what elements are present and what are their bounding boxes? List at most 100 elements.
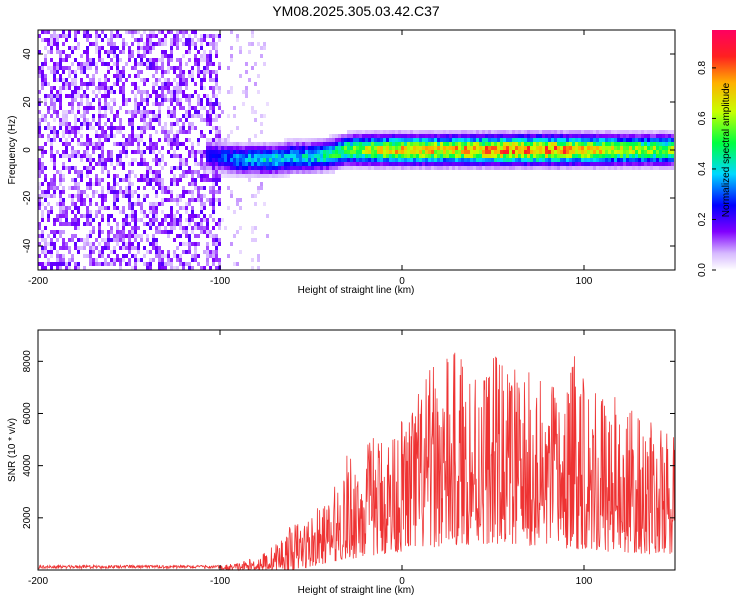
spectrogram-cell (206, 174, 209, 178)
spectrogram-cell (53, 78, 56, 82)
spectrogram-cell (263, 142, 266, 146)
spectrogram-cell (194, 258, 197, 262)
spectrogram-cell (143, 54, 146, 58)
spectrogram-cell (218, 178, 221, 182)
spectrogram-cell (74, 234, 77, 238)
spectrogram-cell (101, 246, 104, 250)
spectrogram-cell (116, 190, 119, 194)
spectrogram-cell (521, 154, 524, 158)
spectrogram-cell (191, 194, 194, 198)
spectrogram-cell (83, 106, 86, 110)
spectrogram-cell (119, 158, 122, 162)
spectrogram-cell (98, 54, 101, 58)
spectrogram-cell (200, 218, 203, 222)
spectrogram-cell (221, 170, 224, 174)
spectrogram-cell (614, 142, 617, 146)
spectrogram-cell (176, 90, 179, 94)
spectrogram-cell (431, 146, 434, 150)
spectrogram-cell (134, 66, 137, 70)
spectrogram-cell (158, 202, 161, 206)
spectrogram-cell (128, 162, 131, 166)
spectrogram-cell (404, 142, 407, 146)
spectrogram-cell (146, 182, 149, 186)
spectrogram-cell (152, 46, 155, 50)
spectrogram-cell (620, 158, 623, 162)
spectrogram-cell (419, 130, 422, 134)
spectrogram-cell (104, 242, 107, 246)
spectrogram-cell (317, 142, 320, 146)
spectrogram-cell (212, 166, 215, 170)
spectrogram-cell (155, 82, 158, 86)
spectrogram-cell (179, 254, 182, 258)
spectrogram-cell (260, 130, 263, 134)
spectrogram-cell (98, 230, 101, 234)
spectrogram-cell (326, 154, 329, 158)
spectrogram-cell (41, 238, 44, 242)
spectrogram-cell (176, 94, 179, 98)
spectrogram-cell (155, 66, 158, 70)
spectrogram-cell (584, 138, 587, 142)
spectrogram-cell (161, 90, 164, 94)
spectrogram-cell (92, 90, 95, 94)
spectrogram-cell (125, 62, 128, 66)
spectrogram-cell (287, 174, 290, 178)
spectrogram-cell (47, 194, 50, 198)
spectrogram-cell (206, 262, 209, 266)
spectrogram-cell (125, 174, 128, 178)
spectrogram-cell (143, 246, 146, 250)
spectrogram-cell (272, 158, 275, 162)
spectrogram-cell (86, 102, 89, 106)
spectrogram-cell (122, 98, 125, 102)
spectrogram-cell (50, 178, 53, 182)
spectrogram-cell (50, 242, 53, 246)
spectrogram-cell (218, 106, 221, 110)
spectrogram-cell (494, 134, 497, 138)
spectrogram-cell (335, 142, 338, 146)
spectrogram-cell (401, 158, 404, 162)
spectrogram-cell (68, 70, 71, 74)
spectrogram-cell (566, 150, 569, 154)
spectrogram-cell (161, 254, 164, 258)
spectrogram-cell (581, 130, 584, 134)
spectrogram-cell (140, 114, 143, 118)
spectrogram-cell (569, 142, 572, 146)
spectrogram-cell (203, 218, 206, 222)
spectrogram-cell (335, 166, 338, 170)
spectrogram-cell (74, 194, 77, 198)
spectrogram-cell (119, 186, 122, 190)
spectrogram-cell (392, 162, 395, 166)
spectrogram-cell (299, 150, 302, 154)
spectrogram-cell (176, 210, 179, 214)
spectrogram-cell (389, 138, 392, 142)
spectrogram-cell (71, 254, 74, 258)
spectrogram-cell (77, 190, 80, 194)
spectrogram-cell (95, 66, 98, 70)
spectrogram-cell (551, 162, 554, 166)
spectrogram-cell (284, 174, 287, 178)
spectrogram-cell (578, 130, 581, 134)
spectrogram-cell (368, 146, 371, 150)
spectrogram-cell (200, 202, 203, 206)
spectrogram-cell (122, 86, 125, 90)
spectrogram-cell (590, 166, 593, 170)
spectrogram-cell (635, 162, 638, 166)
spectrogram-cell (101, 206, 104, 210)
spectrogram-cell (329, 142, 332, 146)
spectrogram-cell (509, 142, 512, 146)
spectrogram-cell (635, 158, 638, 162)
spectrogram-cell (41, 266, 44, 270)
spectrogram-cell (212, 218, 215, 222)
spectrogram-cell (275, 158, 278, 162)
spectrogram-cell (116, 194, 119, 198)
spectrogram-cell (308, 154, 311, 158)
spectrogram-cell (386, 138, 389, 142)
spectrogram-cell (611, 134, 614, 138)
spectrogram-cell (197, 62, 200, 66)
spectrogram-cell (104, 106, 107, 110)
spectrogram-cell (71, 50, 74, 54)
spectrogram-cell (257, 90, 260, 94)
spectrogram-cell (608, 138, 611, 142)
spectrogram-cell (353, 130, 356, 134)
spectrogram-cell (44, 114, 47, 118)
spectrogram-cell (197, 234, 200, 238)
